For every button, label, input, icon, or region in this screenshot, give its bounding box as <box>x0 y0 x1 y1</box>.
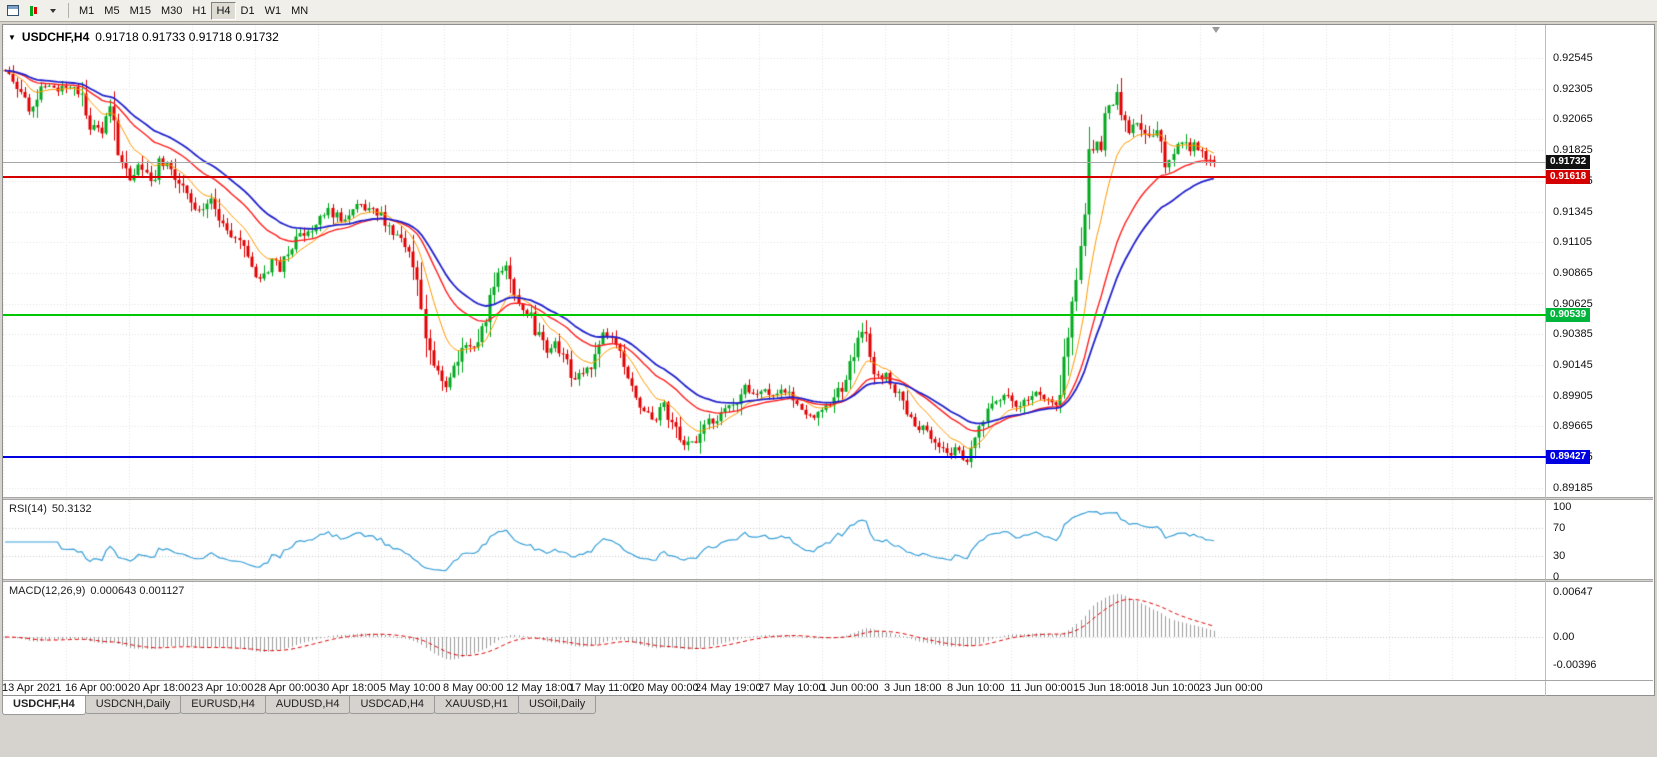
price-axis-label: 0.91105 <box>1553 236 1592 249</box>
rsi-label: RSI(14) 50.3132 <box>9 503 92 515</box>
current-price-line <box>3 161 1546 163</box>
tab-usdchf-h4[interactable]: USDCHF,H4 <box>2 696 86 715</box>
price-axis-separator <box>1545 25 1546 696</box>
timeframe-button-w1[interactable]: W1 <box>264 4 282 17</box>
time-axis-label: 13 Apr 2021 <box>2 682 62 694</box>
time-axis-label: 3 Jun 18:00 <box>884 682 942 694</box>
price-axis-label: 0.92545 <box>1553 52 1593 64</box>
time-axis-label: 24 May 19:00 <box>695 682 762 694</box>
price-axis-label: 0.91345 <box>1553 205 1593 218</box>
time-axis-label: 8 Jun 10:00 <box>947 682 1005 694</box>
time-axis-label: 8 May 00:00 <box>443 682 504 694</box>
time-axis-label: 20 Apr 18:00 <box>128 682 191 694</box>
price-tag-red-line: 0.91618 <box>1546 169 1591 184</box>
time-axis-label: 18 Jun 10:00 <box>1136 682 1200 694</box>
chart-title: ▼ USDCHF,H4 0.91718 0.91733 0.91718 0.91… <box>8 30 279 44</box>
toolbar: M1 M5 M15 M30 H1 H4 D1 W1 MN <box>0 0 1657 22</box>
time-axis-label: 1 Jun 00:00 <box>821 682 879 694</box>
up-candle-icon <box>29 5 33 16</box>
timeframe-button-m5[interactable]: M5 <box>104 4 120 17</box>
timeframe-button-mn[interactable]: MN <box>291 4 309 17</box>
tab-eurusd-h4[interactable]: EURUSD,H4 <box>180 696 266 714</box>
rsi-name: RSI(14) <box>9 503 47 515</box>
candlestick-style-icon[interactable] <box>23 2 43 20</box>
macd-label: MACD(12,26,9) 0.000643 0.001127 <box>9 585 184 597</box>
time-axis-label: 28 Apr 00:00 <box>254 682 317 694</box>
time-axis-label: 27 May 10:00 <box>758 682 825 694</box>
tab-usdcnh-daily[interactable]: USDCNH,Daily <box>84 696 182 714</box>
time-axis-label: 23 Apr 10:00 <box>191 682 254 694</box>
price-tag-green-line: 0.90539 <box>1546 307 1591 322</box>
time-axis-label: 15 Jun 18:00 <box>1073 682 1137 694</box>
time-axis-label: 12 May 18:00 <box>506 682 573 694</box>
time-axis-label: 16 Apr 00:00 <box>65 682 128 694</box>
macd-level-label: 0.00647 <box>1553 586 1593 598</box>
chart-symbol-label: USDCHF,H4 <box>21 30 90 44</box>
price-axis-label: 0.89665 <box>1553 420 1593 433</box>
chart-shift-marker-icon[interactable] <box>1212 27 1220 33</box>
resistance-line-red[interactable] <box>3 175 1546 178</box>
price-axis-label: 0.89185 <box>1553 481 1593 494</box>
pane-divider[interactable] <box>3 579 1653 582</box>
macd-level-label: 0.00 <box>1553 631 1575 643</box>
price-axis-label: 0.90865 <box>1553 266 1593 279</box>
main-chart-canvas[interactable] <box>3 26 1546 497</box>
time-axis-label: 20 May 00:00 <box>632 682 699 694</box>
macd-name: MACD(12,26,9) <box>9 585 86 597</box>
symbol-dropdown-icon[interactable]: ▼ <box>8 32 16 42</box>
support-line-blue[interactable] <box>3 455 1546 458</box>
timeframe-button-group: M1 M5 M15 M30 H1 H4 D1 W1 MN <box>74 1 313 20</box>
toolbar-separator <box>68 3 69 18</box>
price-axis-label: 0.90385 <box>1553 328 1593 341</box>
rsi-level-label: 100 <box>1553 501 1572 513</box>
macd-level-label: -0.00396 <box>1553 658 1597 671</box>
timeframe-button-m1[interactable]: M1 <box>79 4 95 17</box>
timeframe-button-d1[interactable]: D1 <box>240 4 255 17</box>
time-axis-border <box>3 680 1653 681</box>
price-axis-label: 0.90145 <box>1553 359 1593 371</box>
price-axis-label: 0.89905 <box>1553 389 1593 402</box>
pane-divider[interactable] <box>3 497 1653 500</box>
down-candle-icon <box>33 7 37 14</box>
time-axis-label: 23 Jun 00:00 <box>1199 682 1263 694</box>
price-axis-label: 0.92305 <box>1553 82 1593 95</box>
price-axis-label: 0.92065 <box>1553 113 1593 126</box>
price-axis-label: 0.90625 <box>1553 297 1593 310</box>
chart-tabs-bar: USDCHF,H4 USDCNH,Daily EURUSD,H4 AUDUSD,H4 U… <box>2 696 597 716</box>
rsi-canvas[interactable] <box>3 500 1546 579</box>
rsi-level-label: 70 <box>1553 522 1566 534</box>
time-axis-label: 5 May 10:00 <box>380 682 441 694</box>
support-line-green[interactable] <box>3 313 1546 316</box>
time-axis-label: 30 Apr 18:00 <box>317 682 380 694</box>
chart-window-icon <box>7 5 19 16</box>
new-chart-icon[interactable] <box>3 2 23 20</box>
price-tag-current: 0.91732 <box>1546 154 1591 169</box>
tab-xauusd-h1[interactable]: XAUUSD,H1 <box>434 696 519 714</box>
tab-usoil-daily[interactable]: USOil,Daily <box>518 696 597 714</box>
macd-canvas[interactable] <box>3 582 1546 680</box>
time-axis-label: 11 Jun 00:00 <box>1010 682 1073 694</box>
time-axis-label: 17 May 11:00 <box>569 682 635 694</box>
chart-ohlc-values: 0.91718 0.91733 0.91718 0.91732 <box>95 30 279 44</box>
tab-usdcad-h4[interactable]: USDCAD,H4 <box>349 696 436 714</box>
chart-style-dropdown-icon[interactable] <box>43 2 63 20</box>
chevron-down-icon <box>50 8 56 13</box>
timeframe-button-h4[interactable]: H4 <box>211 1 236 20</box>
timeframe-button-m30[interactable]: M30 <box>160 4 183 17</box>
timeframe-button-m15[interactable]: M15 <box>129 4 151 17</box>
rsi-level-label: 0 <box>1553 571 1560 583</box>
macd-values: 0.000643 0.001127 <box>90 585 185 597</box>
price-tag-blue-line: 0.89427 <box>1546 449 1591 464</box>
rsi-value: 50.3132 <box>51 503 92 515</box>
timeframe-button-h1[interactable]: H1 <box>192 4 207 17</box>
price-axis-label: 0.91825 <box>1553 144 1593 157</box>
rsi-level-label: 30 <box>1553 550 1566 562</box>
tab-audusd-h4[interactable]: AUDUSD,H4 <box>264 696 351 714</box>
